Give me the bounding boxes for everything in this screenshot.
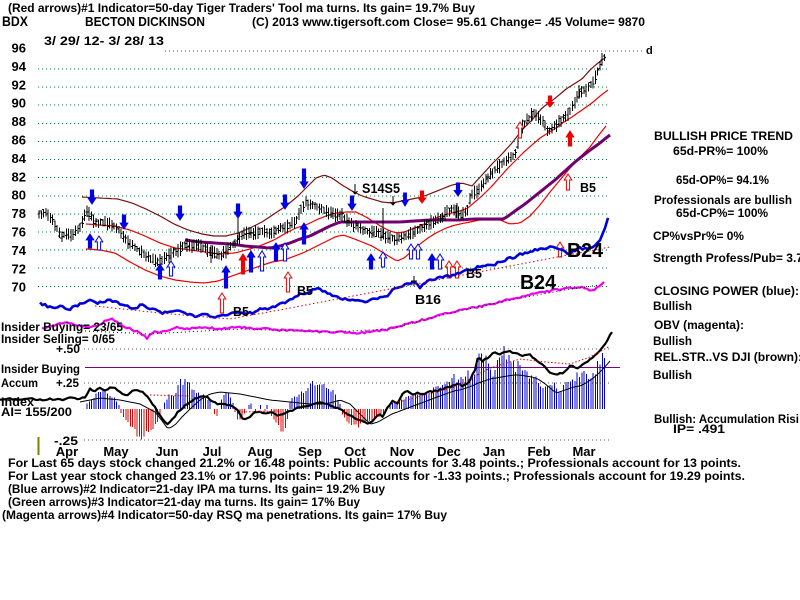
svg-text:Accum: Accum	[1, 378, 38, 390]
svg-text:AI= 155/200: AI= 155/200	[1, 407, 72, 419]
svg-text:d: d	[646, 45, 653, 57]
svg-text:For Last year stock changed 2: For Last year stock changed 23.1% or 17.…	[8, 471, 745, 483]
svg-text:94: 94	[12, 59, 27, 74]
svg-text:B5: B5	[466, 266, 482, 281]
svg-text:96: 96	[12, 41, 26, 56]
svg-text:BULLISH PRICE TREND: BULLISH PRICE TREND	[654, 131, 793, 143]
svg-text:86: 86	[12, 133, 26, 148]
svg-text:80: 80	[12, 188, 26, 203]
svg-text:B5: B5	[233, 304, 249, 319]
svg-text:Bullish: Bullish	[653, 370, 692, 382]
svg-text:3/ 29/ 12- 3/ 28/ 13: 3/ 29/ 12- 3/ 28/ 13	[44, 34, 164, 48]
svg-text:82: 82	[12, 169, 26, 184]
svg-text:(Green arrows)#3 Indicator=21-: (Green arrows)#3 Indicator=21-day ma tur…	[8, 497, 361, 509]
svg-text:Feb: Feb	[527, 444, 550, 459]
svg-text:(Red arrows)#1 Indicator=50-da: (Red arrows)#1 Indicator=50-day Tiger Tr…	[8, 3, 476, 15]
svg-text:S14S5: S14S5	[362, 181, 400, 196]
svg-text:65d-PR%= 100%: 65d-PR%= 100%	[673, 146, 768, 158]
svg-text:Jun: Jun	[155, 444, 178, 459]
svg-text:(C) 2013 www.tigersoft.com C: (C) 2013 www.tigersoft.com Close= 95.61 …	[252, 15, 645, 29]
svg-text:Sep: Sep	[298, 444, 322, 459]
svg-text:+.50: +.50	[56, 344, 80, 356]
svg-text:90: 90	[12, 96, 26, 111]
svg-text:76: 76	[12, 225, 26, 240]
svg-text:Nov: Nov	[390, 444, 415, 459]
svg-text:(Blue arrows)#2 Indicator=21-d: (Blue arrows)#2 Indicator=21-day IPA ma …	[8, 484, 386, 496]
svg-text:Bullish: Accumulation Risi: Bullish: Accumulation Risi	[654, 414, 799, 426]
svg-text:CP%vsPr%= 0%: CP%vsPr%= 0%	[653, 231, 744, 243]
svg-text:Index: Index	[1, 397, 35, 409]
svg-text:Dec: Dec	[437, 444, 461, 459]
svg-text:Bullish: Bullish	[653, 301, 692, 313]
svg-text:May: May	[103, 444, 129, 459]
svg-text:Mar: Mar	[572, 444, 595, 459]
svg-text:92: 92	[12, 77, 26, 92]
svg-text:Professionals are bullish: Professionals are bullish	[654, 195, 792, 207]
svg-text:BECTON DICKINSON: BECTON DICKINSON	[85, 14, 205, 29]
svg-text:74: 74	[12, 243, 27, 258]
svg-text:IP= .491: IP= .491	[673, 424, 726, 436]
svg-text:84: 84	[12, 151, 27, 166]
svg-text:CLOSING POWER (blue):: CLOSING POWER (blue):	[654, 286, 799, 298]
svg-text:Jan: Jan	[483, 444, 505, 459]
svg-text:B16: B16	[415, 292, 441, 307]
svg-text:For Last 65 days stock changed: For Last 65 days stock changed 21.2% or …	[8, 458, 741, 470]
svg-text:Bullish: Bullish	[653, 336, 692, 348]
svg-text:Insider Buying= 23/65: Insider Buying= 23/65	[1, 322, 124, 334]
svg-text:70: 70	[12, 280, 26, 295]
svg-text:-.25: -.25	[54, 436, 79, 448]
svg-text:Jul: Jul	[203, 444, 222, 459]
svg-text:72: 72	[12, 261, 26, 276]
svg-text:Strength Profess/Pub= 3.7: Strength Profess/Pub= 3.7	[653, 253, 800, 265]
svg-text:Aug: Aug	[247, 444, 272, 459]
svg-text:78: 78	[12, 206, 26, 221]
svg-text:B24: B24	[567, 239, 604, 262]
svg-text:REL.STR..VS DJI (brown):: REL.STR..VS DJI (brown):	[654, 352, 800, 364]
svg-text:65d-OP%= 94.1%: 65d-OP%= 94.1%	[676, 175, 769, 187]
svg-text:OBV (magenta):: OBV (magenta):	[654, 320, 744, 332]
svg-text:Apr: Apr	[56, 444, 78, 459]
svg-text:88: 88	[12, 114, 26, 129]
svg-text:(Magenta arrows)#4 Indicator=5: (Magenta arrows)#4 Indicator=50-day RSQ …	[2, 510, 448, 522]
svg-text:B24: B24	[520, 271, 557, 294]
svg-text:Oct: Oct	[344, 444, 366, 459]
svg-text:+.25: +.25	[56, 378, 80, 390]
svg-text:BDX: BDX	[2, 13, 29, 29]
svg-text:Insider Selling= 0/65: Insider Selling= 0/65	[1, 334, 116, 346]
svg-text:B5: B5	[580, 180, 596, 195]
svg-text:B5: B5	[297, 283, 313, 298]
svg-text:Insider Buying: Insider Buying	[1, 364, 80, 376]
svg-text:65d-CP%= 100%: 65d-CP%= 100%	[676, 208, 768, 220]
